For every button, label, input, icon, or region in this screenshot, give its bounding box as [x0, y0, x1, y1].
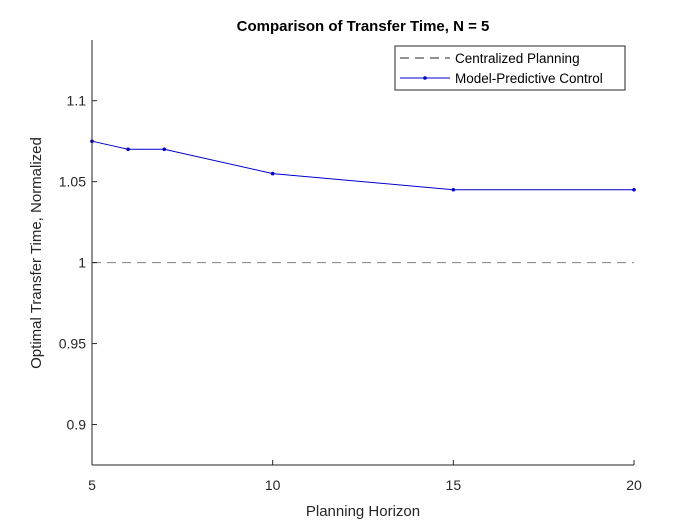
axes [91, 40, 634, 466]
y-tick-label: 1.1 [67, 93, 87, 109]
legend-marker-mpc [423, 76, 427, 80]
x-tick-label: 5 [88, 477, 96, 493]
y-tick-label: 1 [78, 255, 86, 271]
x-tick-label: 15 [446, 477, 462, 493]
legend-label-mpc: Model-Predictive Control [455, 71, 603, 86]
plot-area: 5 10 15 20 0.9 0.95 1 1.05 1.1 [59, 40, 642, 493]
data-point-model-predictive-control [632, 187, 636, 192]
y-ticks: 0.9 0.95 1 1.05 1.1 [59, 93, 97, 433]
data-point-model-predictive-control [126, 147, 130, 152]
y-tick-label: 0.9 [67, 417, 87, 433]
y-tick-label: 1.05 [59, 174, 86, 190]
legend-box [394, 45, 626, 91]
series-line-model-predictive-control [91, 140, 634, 191]
y-axis-label: Optimal Transfer Time, Normalized [28, 137, 45, 369]
legend-label-centralized: Centralized Planning [455, 51, 580, 66]
y-tick-label: 0.95 [59, 336, 86, 352]
data-point-model-predictive-control [270, 171, 275, 176]
plot-background [92, 40, 634, 465]
data-point-model-predictive-control [451, 187, 456, 192]
data-point-model-predictive-control [162, 147, 167, 152]
x-ticks: 5 10 15 20 [88, 460, 642, 493]
x-tick-label: 20 [626, 477, 642, 493]
x-tick-label: 10 [265, 477, 281, 493]
legend: Centralized Planning Model-Predictive Co… [394, 45, 626, 91]
x-axis-label: Planning Horizon [306, 503, 420, 520]
chart-title: Comparison of Transfer Time, N = 5 [237, 18, 490, 35]
